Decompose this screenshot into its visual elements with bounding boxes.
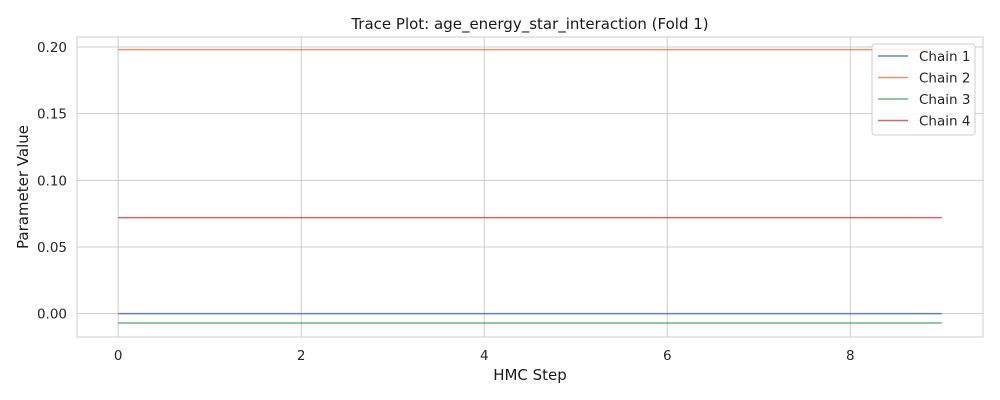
y-tick-label: 0.20: [37, 40, 67, 56]
legend-label-chain-2: Chain 2: [919, 71, 970, 87]
x-tick-label: 8: [846, 348, 855, 364]
x-tick-labels: 0 2 4 6 8: [114, 348, 855, 364]
x-tick-label: 6: [663, 348, 672, 364]
x-tick-label: 0: [114, 348, 123, 364]
y-tick-label: 0.00: [37, 307, 67, 323]
y-tick-labels: 0.00 0.05 0.10 0.15 0.20: [37, 40, 67, 323]
plot-area-frame: [76, 36, 984, 338]
y-tick-label: 0.10: [37, 173, 67, 189]
legend-label-chain-1: Chain 1: [919, 49, 970, 65]
legend-label-chain-3: Chain 3: [919, 92, 970, 108]
y-tick-label: 0.05: [37, 240, 67, 256]
chart-title: Trace Plot: age_energy_star_interaction …: [350, 15, 708, 34]
y-tick-label: 0.15: [37, 107, 67, 123]
grid: [77, 37, 983, 337]
legend-label-chain-4: Chain 4: [919, 114, 970, 130]
series-lines: [118, 48, 942, 324]
x-axis-label: HMC Step: [493, 366, 567, 384]
x-tick-label: 4: [480, 348, 489, 364]
x-tick-label: 2: [297, 348, 306, 364]
y-axis-label: Parameter Value: [14, 125, 32, 249]
legend: Chain 1 Chain 2 Chain 3 Chain 4: [871, 43, 976, 136]
legend-box: [871, 43, 976, 136]
